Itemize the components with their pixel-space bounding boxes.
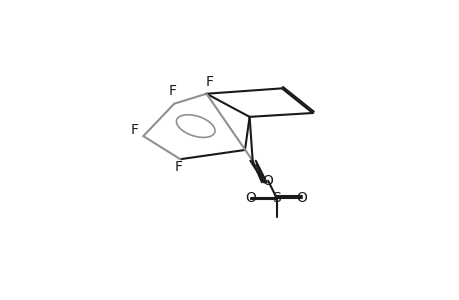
Text: F: F xyxy=(205,75,213,89)
Text: S: S xyxy=(272,191,280,205)
Text: O: O xyxy=(296,191,307,205)
Text: O: O xyxy=(262,174,273,188)
Text: F: F xyxy=(174,160,182,174)
Text: F: F xyxy=(131,123,139,137)
Text: F: F xyxy=(168,84,176,98)
Text: O: O xyxy=(245,191,256,205)
